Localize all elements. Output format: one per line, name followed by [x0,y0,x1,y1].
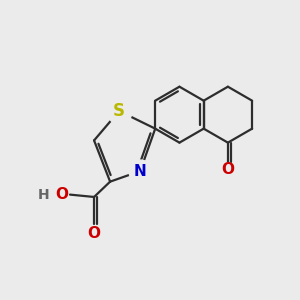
Text: O: O [221,162,234,177]
Text: H: H [37,188,49,202]
Text: S: S [113,102,125,120]
Text: O: O [88,226,100,241]
Text: O: O [56,187,68,202]
Text: N: N [134,164,147,178]
